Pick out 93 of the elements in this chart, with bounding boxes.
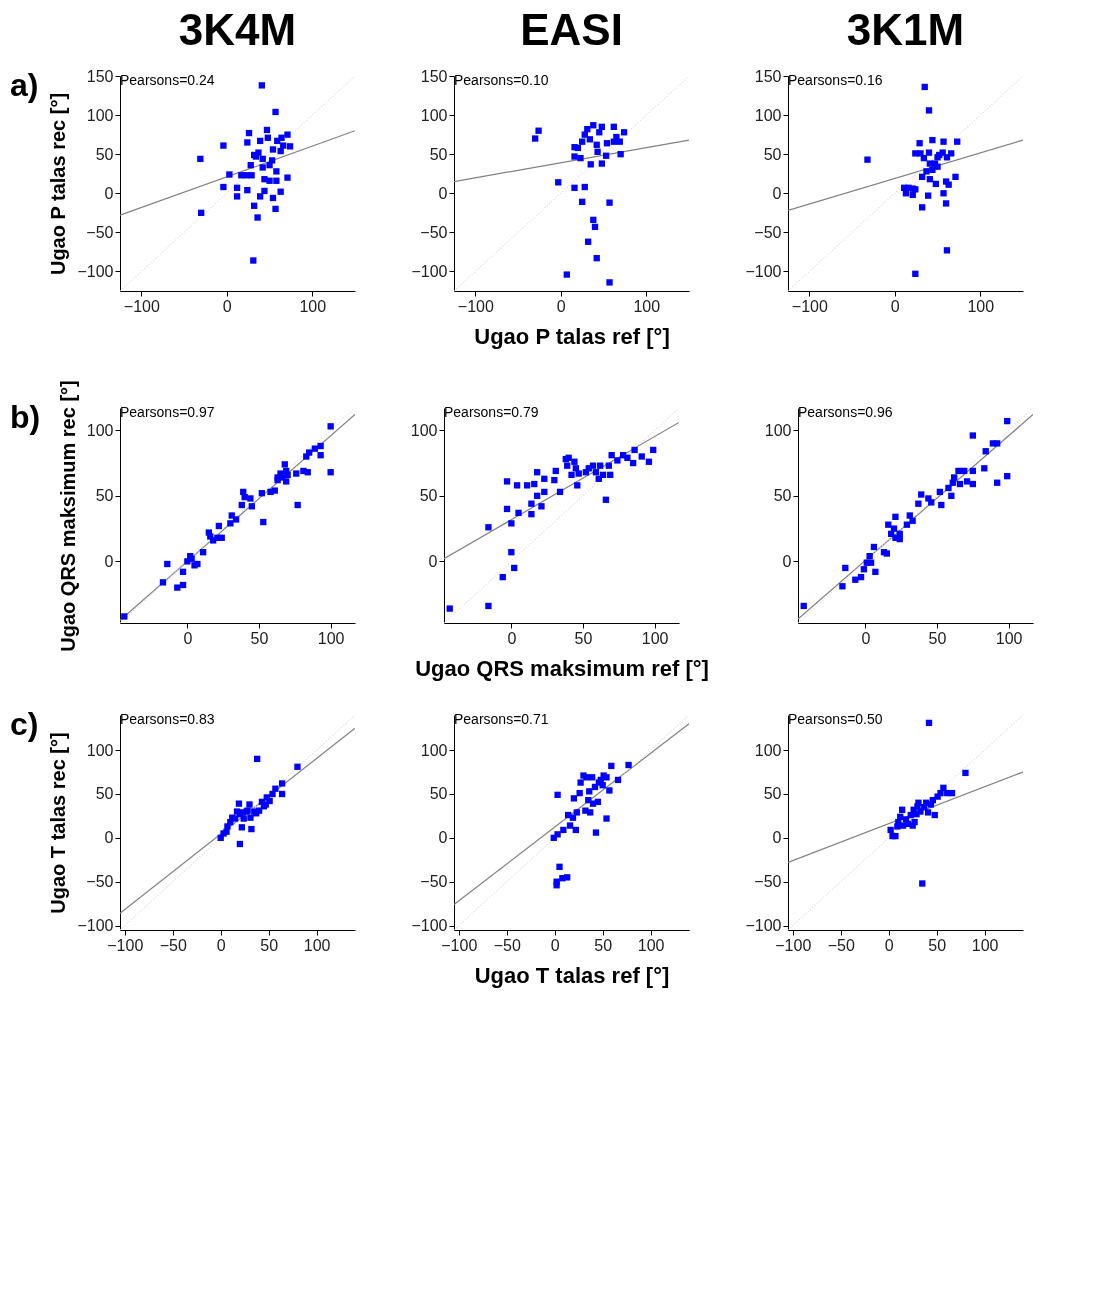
y-tick-label: −100 — [77, 262, 114, 280]
y-tick-label: 150 — [754, 67, 782, 85]
x-axis-title: Ugao T talas ref [°] — [474, 962, 670, 988]
x-tick-label: 50 — [928, 936, 947, 954]
x-tick-label: −100 — [123, 297, 160, 315]
x-tick-label: 50 — [260, 936, 279, 954]
x-tick-label: −50 — [159, 936, 187, 954]
y-axis-title: Ugao QRS maksimum rec [°] — [56, 380, 79, 652]
y-tick-label: 0 — [782, 552, 792, 570]
x-tick-label: 50 — [574, 629, 593, 647]
chart-title: EASI — [520, 5, 623, 54]
y-axis-title: Ugao P talas rec [°] — [47, 92, 70, 276]
x-tick-label: −50 — [493, 936, 521, 954]
y-tick-label: −100 — [745, 262, 782, 280]
y-tick-label: −50 — [86, 223, 114, 241]
x-tick-label: 50 — [250, 629, 269, 647]
y-tick-label: −50 — [86, 873, 114, 891]
x-tick-label: −100 — [791, 297, 828, 315]
y-tick-label: −50 — [754, 873, 782, 891]
y-tick-label: 0 — [104, 184, 114, 202]
text: c) — [10, 706, 39, 742]
x-tick-label: 0 — [222, 297, 232, 315]
x-axis-title: Ugao P talas ref [°] — [474, 323, 670, 349]
y-tick-label: 50 — [429, 785, 448, 803]
y-tick-label: 150 — [420, 67, 448, 85]
y-tick-label: 0 — [438, 829, 448, 847]
y-tick-label: 50 — [429, 145, 448, 163]
x-tick-label: 0 — [884, 936, 894, 954]
y-tick-label: 0 — [428, 552, 438, 570]
y-tick-label: 50 — [419, 487, 438, 505]
y-tick-label: 100 — [764, 421, 792, 439]
y-tick-label: 100 — [86, 421, 114, 439]
x-tick-label: 100 — [971, 936, 999, 954]
y-tick-label: −100 — [411, 262, 448, 280]
y-tick-label: −100 — [77, 917, 114, 935]
x-tick-label: 100 — [303, 936, 331, 954]
x-tick-label: 100 — [995, 629, 1023, 647]
y-tick-label: 100 — [86, 106, 114, 124]
annotation: Pearsons=0.96 — [798, 404, 893, 420]
annotation: Pearsons=0.16 — [788, 72, 883, 88]
chart-title: 3K1M — [846, 5, 965, 54]
text: b) — [10, 399, 41, 435]
annotation: Pearsons=0.10 — [454, 72, 549, 88]
x-tick-label: 0 — [556, 297, 566, 315]
y-tick-label: 100 — [754, 741, 782, 759]
x-tick-label: 100 — [637, 936, 665, 954]
x-axis-title: Ugao QRS maksimum ref [°] — [415, 655, 709, 681]
x-tick-label: 100 — [641, 629, 669, 647]
y-tick-label: 100 — [754, 106, 782, 124]
y-tick-label: −100 — [745, 917, 782, 935]
x-tick-label: 0 — [507, 629, 517, 647]
x-tick-label: 100 — [967, 297, 995, 315]
y-tick-label: 50 — [95, 487, 114, 505]
y-tick-label: 100 — [86, 741, 114, 759]
annotation: Pearsons=0.50 — [788, 711, 883, 727]
x-tick-label: 50 — [928, 629, 947, 647]
x-tick-label: 0 — [861, 629, 871, 647]
y-tick-label: 50 — [763, 785, 782, 803]
annotation: Pearsons=0.24 — [120, 72, 215, 88]
y-tick-label: 0 — [772, 184, 782, 202]
y-tick-label: −50 — [754, 223, 782, 241]
y-tick-label: 100 — [410, 421, 438, 439]
y-tick-label: −50 — [420, 223, 448, 241]
y-tick-label: 100 — [420, 106, 448, 124]
y-tick-label: 50 — [95, 785, 114, 803]
y-tick-label: 0 — [104, 829, 114, 847]
x-tick-label: 50 — [594, 936, 613, 954]
y-tick-label: 50 — [773, 487, 792, 505]
x-tick-label: 100 — [633, 297, 661, 315]
annotation: Pearsons=0.71 — [454, 711, 549, 727]
x-tick-label: 0 — [890, 297, 900, 315]
x-tick-label: −50 — [827, 936, 855, 954]
y-axis-title: Ugao T talas rec [°] — [47, 732, 70, 914]
x-tick-label: 100 — [317, 629, 345, 647]
y-tick-label: −50 — [420, 873, 448, 891]
x-tick-label: 0 — [550, 936, 560, 954]
x-tick-label: 0 — [216, 936, 226, 954]
annotation: Pearsons=0.79 — [444, 404, 539, 420]
text: a) — [10, 67, 39, 103]
y-tick-label: 100 — [420, 741, 448, 759]
y-tick-label: 50 — [95, 145, 114, 163]
y-tick-label: 0 — [104, 552, 114, 570]
annotation: Pearsons=0.83 — [120, 711, 215, 727]
x-tick-label: 0 — [183, 629, 193, 647]
chart-title: 3K4M — [178, 5, 297, 54]
y-tick-label: −100 — [411, 917, 448, 935]
y-tick-label: 0 — [772, 829, 782, 847]
y-tick-label: 150 — [86, 67, 114, 85]
x-tick-label: 100 — [299, 297, 327, 315]
y-tick-label: 50 — [763, 145, 782, 163]
x-tick-label: −100 — [457, 297, 494, 315]
annotation: Pearsons=0.97 — [120, 404, 215, 420]
y-tick-label: 0 — [438, 184, 448, 202]
